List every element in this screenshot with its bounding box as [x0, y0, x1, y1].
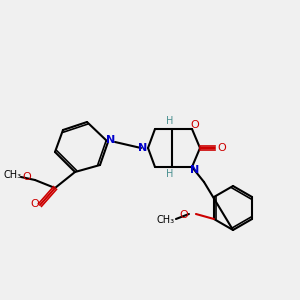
- Text: N: N: [106, 135, 116, 145]
- Text: N: N: [190, 165, 200, 175]
- Text: H: H: [166, 169, 174, 179]
- Text: O: O: [22, 172, 32, 182]
- Text: N: N: [138, 143, 148, 153]
- Text: CH₃: CH₃: [157, 215, 175, 225]
- Text: CH₃: CH₃: [4, 170, 22, 180]
- Text: O: O: [180, 210, 188, 220]
- Text: O: O: [190, 120, 200, 130]
- Text: H: H: [166, 116, 174, 126]
- Text: O: O: [31, 199, 39, 209]
- Text: O: O: [218, 143, 226, 153]
